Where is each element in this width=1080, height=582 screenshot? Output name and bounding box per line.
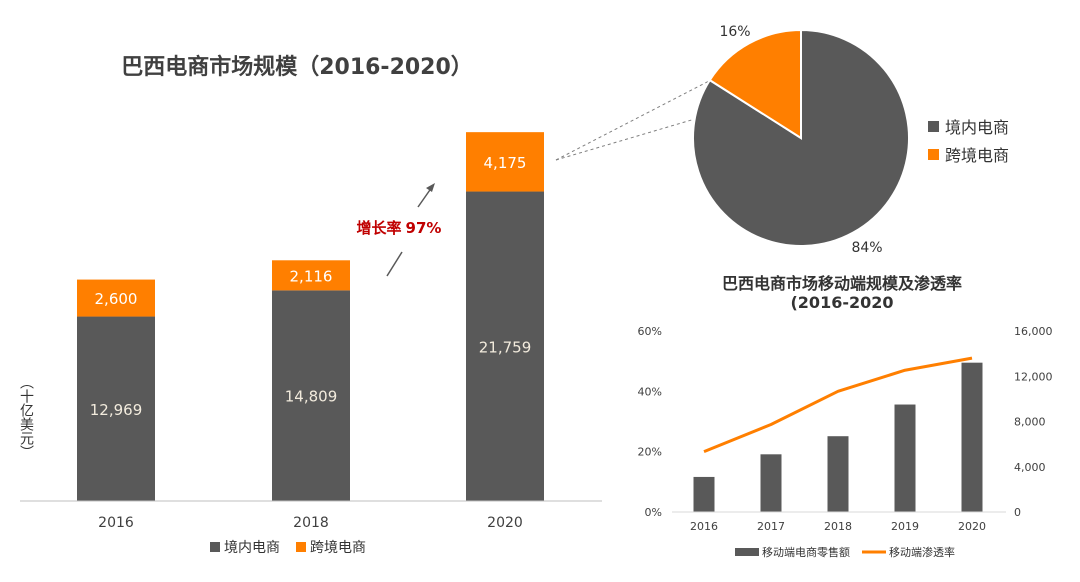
mobile-right-axis-ticks: 0 4,000 8,000 12,000 16,000 bbox=[1014, 325, 1053, 519]
main-legend-domestic-swatch bbox=[210, 542, 220, 552]
bar-domestic-2016 bbox=[77, 316, 155, 501]
main-legend-domestic-label: 境内电商 bbox=[224, 540, 280, 556]
pie-legend-domestic-swatch bbox=[928, 121, 939, 132]
bar-domestic-2018 bbox=[272, 290, 350, 501]
mobile-bars-group bbox=[693, 362, 983, 512]
mobile-bar-2016 bbox=[693, 476, 715, 512]
main-legend-crossborder-swatch bbox=[296, 542, 306, 552]
mobile-right-tick-2: 8,000 bbox=[1014, 416, 1046, 429]
connector-line-top bbox=[555, 65, 739, 161]
mobile-left-axis-ticks: 0% 20% 40% 60% bbox=[638, 325, 662, 519]
mobile-left-tick-3: 60% bbox=[638, 325, 662, 338]
mobile-x-tick-2020: 2020 bbox=[958, 520, 986, 533]
label-crossborder-2018: 2,116 bbox=[290, 267, 333, 285]
mobile-right-tick-4: 16,000 bbox=[1014, 325, 1053, 338]
mobile-chart-title: 巴西电商市场移动端规模及渗透率 bbox=[722, 274, 962, 293]
pie-label-crossborder: 16% bbox=[719, 24, 750, 40]
mobile-bar-2020 bbox=[961, 362, 983, 512]
label-domestic-2016: 12,969 bbox=[90, 401, 143, 419]
mobile-x-tick-2019: 2019 bbox=[891, 520, 919, 533]
mobile-right-tick-0: 0 bbox=[1014, 506, 1021, 519]
mobile-x-tick-2016: 2016 bbox=[690, 520, 718, 533]
mobile-legend-line-label: 移动端渗透率 bbox=[889, 545, 955, 559]
mobile-legend-bar-swatch bbox=[735, 548, 759, 556]
label-crossborder-2016: 2,600 bbox=[95, 290, 138, 308]
main-x-ticks: 2016 2018 2020 bbox=[98, 515, 523, 531]
bar-domestic-2020 bbox=[466, 191, 544, 501]
label-crossborder-2020: 4,175 bbox=[484, 154, 527, 172]
mobile-x-ticks: 2016 2017 2018 2019 2020 bbox=[690, 520, 986, 533]
main-chart-title: 巴西电商市场规模（2016-2020） bbox=[121, 54, 473, 80]
main-legend-crossborder-label: 跨境电商 bbox=[310, 540, 366, 556]
mobile-left-tick-0: 0% bbox=[645, 506, 662, 519]
pie-legend-crossborder-label: 跨境电商 bbox=[945, 146, 1009, 165]
main-x-tick-2018: 2018 bbox=[293, 515, 329, 531]
bar-crossborder-2018 bbox=[272, 260, 350, 291]
pie-legend-domestic-label: 境内电商 bbox=[945, 118, 1009, 137]
mobile-left-tick-1: 20% bbox=[638, 446, 662, 459]
pie-legend-crossborder-swatch bbox=[928, 149, 939, 160]
label-domestic-2020: 21,759 bbox=[479, 338, 532, 356]
pie-slice-domestic bbox=[692, 28, 910, 247]
pie-chart bbox=[692, 28, 910, 247]
mobile-x-tick-2018: 2018 bbox=[824, 520, 852, 533]
mobile-bar-2017 bbox=[760, 454, 782, 512]
main-x-tick-2016: 2016 bbox=[98, 515, 134, 531]
mobile-right-tick-3: 12,000 bbox=[1014, 370, 1053, 383]
mobile-x-tick-2017: 2017 bbox=[757, 520, 785, 533]
growth-arrow-lower bbox=[386, 251, 403, 277]
bar-crossborder-2016 bbox=[77, 279, 155, 317]
main-bars-group: 12,969 2,600 14,809 2,116 21,759 4,175 bbox=[77, 132, 544, 501]
mobile-bar-2018 bbox=[827, 436, 849, 512]
mobile-legend-bar-label: 移动端电商零售额 bbox=[762, 545, 850, 559]
mobile-penetration-line-group bbox=[703, 356, 973, 454]
pie-slice-crossborder bbox=[708, 28, 802, 140]
growth-annotation: 增长率 97% bbox=[357, 219, 442, 237]
growth-value: 97% bbox=[406, 219, 442, 237]
mobile-bar-2019 bbox=[894, 404, 916, 512]
main-x-tick-2020: 2020 bbox=[487, 515, 523, 531]
pie-label-domestic: 84% bbox=[851, 240, 882, 256]
mobile-left-tick-2: 40% bbox=[638, 385, 662, 398]
growth-label: 增长率 bbox=[357, 219, 402, 237]
label-domestic-2018: 14,809 bbox=[285, 388, 338, 406]
growth-arrowhead bbox=[426, 183, 435, 192]
mobile-right-tick-1: 4,000 bbox=[1014, 461, 1046, 474]
mobile-chart-subtitle: (2016-2020 bbox=[790, 293, 893, 312]
main-y-axis-label: （十亿美元） bbox=[18, 375, 34, 459]
bar-crossborder-2020 bbox=[466, 132, 544, 192]
